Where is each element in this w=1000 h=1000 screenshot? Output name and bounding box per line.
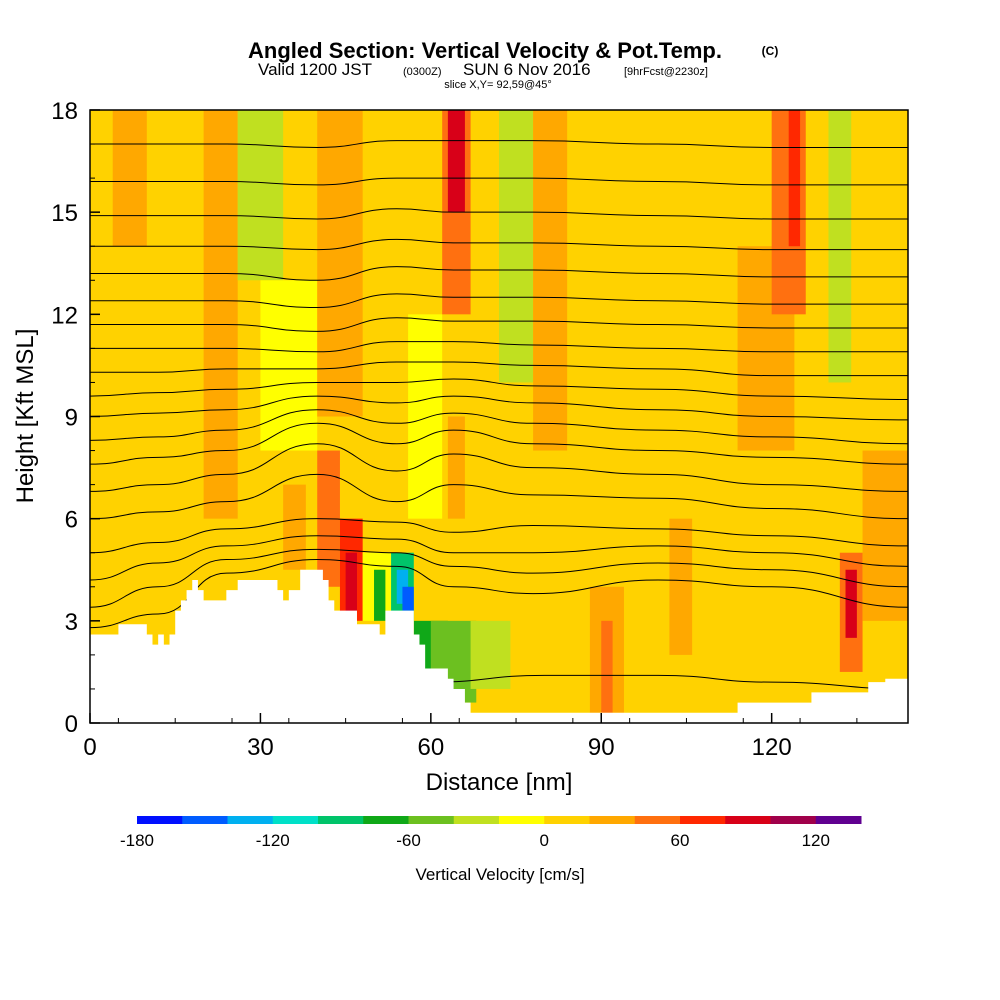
theta-contour-11: [90, 361, 908, 377]
velocity-cell-20: [470, 620, 511, 689]
theta-contour-10: [90, 378, 908, 400]
velocity-cell-27: [601, 620, 613, 713]
y-tick-label: 18: [51, 98, 78, 125]
y-tick-label: 3: [65, 609, 78, 636]
colorbar-swatch-7: [453, 816, 500, 824]
velocity-cell-5: [237, 110, 284, 281]
colorbar-tick-label: 120: [802, 831, 830, 850]
colorbar-tick-label: -180: [120, 831, 154, 850]
velocity-cell-32: [788, 110, 801, 247]
velocity-cell-17: [408, 314, 443, 519]
velocity-cell-22: [447, 110, 465, 213]
colorbar-swatch-8: [499, 816, 545, 824]
velocity-cell-3: [203, 110, 238, 519]
theta-contour-14: [90, 293, 908, 309]
colorbar-tick-label: 0: [540, 831, 549, 850]
chart-title: Angled Section: Vertical Velocity & Pot.…: [248, 38, 722, 63]
theta-contour-3: [90, 535, 908, 581]
x-tick-label: 120: [752, 734, 792, 761]
velocity-cell-25: [533, 110, 568, 451]
velocity-cell-35: [845, 569, 857, 638]
x-axis-title: Distance [nm]: [426, 769, 573, 796]
chart-subtitle-valid: Valid 1200 JST: [258, 60, 372, 79]
y-tick-label: 6: [65, 507, 78, 534]
colorbar-swatch-9: [544, 816, 590, 824]
velocity-cell-29: [669, 518, 693, 655]
colorbar-swatch-15: [815, 816, 862, 824]
colorbar-swatch-12: [680, 816, 726, 824]
theta-contour-5: [90, 473, 908, 520]
velocity-cell-23: [447, 416, 465, 519]
theta-contour-17: [90, 208, 908, 220]
velocity-cell-13: [374, 569, 386, 621]
colorbar-swatch-0: [137, 816, 183, 824]
chart-subtitle-forecast: [9hrFcst@2230z]: [624, 66, 708, 78]
y-tick-label: 12: [51, 302, 78, 329]
axis-ticks: 0 30 60 90 120 0 3 6 9 12 15 18: [51, 98, 858, 761]
theta-contour-19: [90, 140, 908, 148]
y-tick-label: 0: [65, 711, 78, 738]
chart-title-unit: (C): [762, 44, 779, 58]
chart-subtitle-utc: (0300Z): [403, 66, 442, 78]
velocity-cell-33: [828, 110, 852, 383]
colorbar-tick-label: 60: [671, 831, 690, 850]
colorbar: -180 -120 -60 0 60 120: [120, 816, 862, 850]
theta-contour-6: [90, 443, 908, 492]
x-tick-label: 0: [83, 734, 96, 761]
theta-contour-13: [90, 317, 908, 332]
colorbar-swatch-3: [272, 816, 319, 824]
colorbar-swatch-4: [318, 816, 364, 824]
velocity-cell-11: [317, 110, 363, 417]
velocity-cell-6: [260, 280, 318, 451]
colorbar-swatch-11: [634, 816, 681, 824]
colorbar-swatch-2: [227, 816, 274, 824]
y-axis-title: Height [Kft MSL]: [12, 329, 39, 504]
colorbar-title: Vertical Velocity [cm/s]: [415, 865, 584, 884]
theta-contour-18: [90, 177, 908, 186]
colorbar-swatch-10: [589, 816, 636, 824]
velocity-cell-16: [402, 586, 414, 611]
slice-label: slice X,Y= 92,59@45°: [444, 79, 552, 91]
theta-contour-2: [90, 548, 908, 608]
velocity-cell-36: [862, 450, 908, 621]
potential-temperature-contours: [90, 140, 908, 714]
colorbar-swatch-1: [182, 816, 228, 824]
colorbar-swatch-6: [408, 816, 455, 824]
colorbar-tick-label: -120: [256, 831, 290, 850]
x-tick-label: 60: [417, 734, 444, 761]
velocity-cell-24: [499, 110, 534, 383]
theta-contour-4: [90, 518, 908, 554]
theta-contour-9: [90, 395, 908, 421]
colorbar-swatch-14: [770, 816, 817, 824]
x-tick-label: 90: [588, 734, 615, 761]
velocity-cell-4: [112, 110, 147, 247]
terrain: [90, 569, 908, 723]
velocity-cell-7: [283, 484, 306, 570]
velocity-cell-10: [345, 552, 357, 621]
x-tick-label: 30: [247, 734, 274, 761]
colorbar-swatch-13: [725, 816, 771, 824]
y-tick-label: 15: [51, 200, 78, 227]
chart-subtitle-date: SUN 6 Nov 2016: [463, 60, 591, 79]
terrain-mask: [90, 569, 908, 723]
colorbar-swatch-5: [363, 816, 409, 824]
y-tick-label: 9: [65, 405, 78, 432]
theta-contour-12: [90, 341, 908, 353]
theta-contour-16: [90, 238, 908, 251]
theta-contour-8: [90, 409, 908, 445]
colorbar-tick-label: -60: [396, 831, 421, 850]
theta-contour-7: [90, 422, 908, 465]
velocity-cell-28: [635, 586, 659, 713]
theta-contour-15: [90, 266, 908, 281]
